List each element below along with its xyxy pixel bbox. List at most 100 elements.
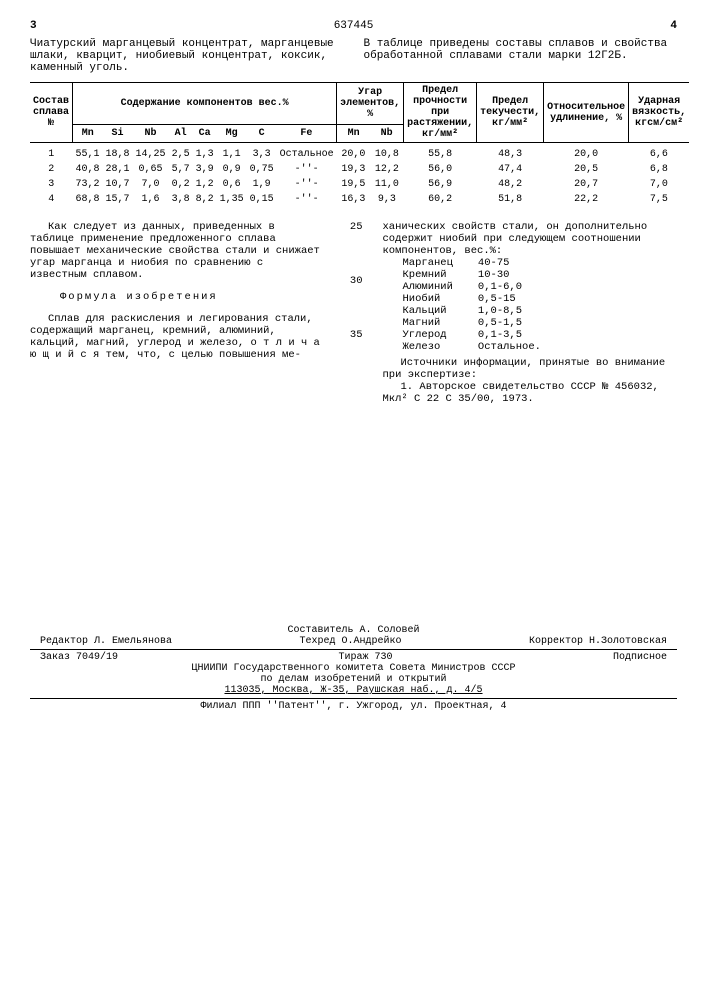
th-proch: Предел прочности при растяжении, кг/мм² bbox=[404, 83, 477, 143]
cell-mn: 68,8 bbox=[73, 192, 103, 207]
sub-nb: Nb bbox=[133, 125, 169, 143]
cell-unb: 11,0 bbox=[370, 177, 404, 192]
intro-right: В таблице приведены составы сплавов и св… bbox=[364, 38, 678, 74]
cell-fe: -''- bbox=[277, 162, 337, 177]
ingredient-val: 0,1-6,0 bbox=[478, 281, 541, 293]
cell-si: 18,8 bbox=[103, 143, 133, 163]
ingredient-name: Ниобий bbox=[403, 293, 453, 305]
right-column: ханических свойств стали, он дополнитель… bbox=[383, 221, 678, 405]
cell-c: 1,9 bbox=[247, 177, 277, 192]
filial: Филиал ППП ''Патент'', г. Ужгород, ул. П… bbox=[30, 701, 677, 712]
page-left: 3 bbox=[30, 20, 37, 32]
address: 113035, Москва, Ж-35, Раушская наб., д. … bbox=[30, 685, 677, 696]
cell-mg: 1,1 bbox=[217, 143, 247, 163]
th-content: Содержание компонентов вес.% bbox=[73, 83, 337, 125]
cell-nb: 14,25 bbox=[133, 143, 169, 163]
intro-columns: Чиатурский марганцевый концентрат, марга… bbox=[30, 38, 677, 74]
cell-al: 5,7 bbox=[169, 162, 193, 177]
org-2: по делам изобретений и открытий bbox=[30, 674, 677, 685]
cell-ca: 3,9 bbox=[193, 162, 217, 177]
cell-mn: 40,8 bbox=[73, 162, 103, 177]
page-right: 4 bbox=[670, 20, 677, 32]
cell-vz: 7,5 bbox=[629, 192, 690, 207]
para-3: ханических свойств стали, он дополнитель… bbox=[383, 221, 678, 257]
cell-al: 2,5 bbox=[169, 143, 193, 163]
table-row: 373,210,77,00,21,20,61,9-''-19,511,056,9… bbox=[30, 177, 689, 192]
table-row: 240,828,10,655,73,90,90,75-''-19,312,256… bbox=[30, 162, 689, 177]
cell-mn: 55,1 bbox=[73, 143, 103, 163]
corrector: Корректор Н.Золотовская bbox=[529, 636, 667, 647]
cell-fe: -''- bbox=[277, 177, 337, 192]
th-udlin: Относительное удлинение, % bbox=[544, 83, 629, 143]
cell-fe: Остальное bbox=[277, 143, 337, 163]
para-1: Как следует из данных, приведенных в таб… bbox=[30, 221, 325, 281]
th-ugar: Угар элементов, % bbox=[337, 83, 404, 125]
cell-nb: 7,0 bbox=[133, 177, 169, 192]
cell-ca: 1,2 bbox=[193, 177, 217, 192]
ingredient-val: 40-75 bbox=[478, 257, 541, 269]
cell-tk: 48,2 bbox=[477, 177, 544, 192]
cell-n: 2 bbox=[30, 162, 73, 177]
signed: Подписное bbox=[613, 652, 667, 663]
cell-unb: 9,3 bbox=[370, 192, 404, 207]
cell-umn: 16,3 bbox=[337, 192, 371, 207]
cell-ud: 20,7 bbox=[544, 177, 629, 192]
left-column: Как следует из данных, приведенных в таб… bbox=[30, 221, 325, 405]
ingredient-val: 0,5-15 bbox=[478, 293, 541, 305]
source-1: 1. Авторское свидетельство СССР № 456032… bbox=[383, 381, 678, 405]
body-text: Как следует из данных, приведенных в таб… bbox=[30, 221, 677, 405]
cell-unb: 12,2 bbox=[370, 162, 404, 177]
cell-n: 4 bbox=[30, 192, 73, 207]
sources-heading: Источники информации, принятые во вниман… bbox=[383, 357, 678, 381]
cell-c: 0,15 bbox=[247, 192, 277, 207]
ingredient-val: 0,5-1,5 bbox=[478, 317, 541, 329]
cell-unb: 10,8 bbox=[370, 143, 404, 163]
cell-pr: 56,9 bbox=[404, 177, 477, 192]
th-vyaz: Ударная вязкость, кгсм/см² bbox=[629, 83, 690, 143]
cell-si: 15,7 bbox=[103, 192, 133, 207]
th-tek: Предел текучести, кг/мм² bbox=[477, 83, 544, 143]
cell-si: 10,7 bbox=[103, 177, 133, 192]
sub-ca: Ca bbox=[193, 125, 217, 143]
table-row: 155,118,814,252,51,31,13,3Остальное20,01… bbox=[30, 143, 689, 163]
sub-unb: Nb bbox=[370, 125, 404, 143]
ingredient-val: Остальное. bbox=[478, 341, 541, 353]
cell-mg: 1,35 bbox=[217, 192, 247, 207]
cell-al: 0,2 bbox=[169, 177, 193, 192]
sub-mg: Mg bbox=[217, 125, 247, 143]
cell-n: 3 bbox=[30, 177, 73, 192]
formula-heading: Формула изобретения bbox=[60, 291, 325, 303]
ingredient-val: 10-30 bbox=[478, 269, 541, 281]
cell-ud: 20,5 bbox=[544, 162, 629, 177]
cell-vz: 7,0 bbox=[629, 177, 690, 192]
alloy-table: Состав сплава № Содержание компонентов в… bbox=[30, 82, 689, 207]
ingredient-name: Алюминий bbox=[403, 281, 453, 293]
cell-umn: 19,5 bbox=[337, 177, 371, 192]
cell-ud: 20,0 bbox=[544, 143, 629, 163]
patent-number: 637445 bbox=[37, 20, 671, 32]
cell-c: 0,75 bbox=[247, 162, 277, 177]
cell-pr: 56,0 bbox=[404, 162, 477, 177]
org-1: ЦНИИПИ Государственного комитета Совета … bbox=[30, 663, 677, 674]
cell-ca: 8,2 bbox=[193, 192, 217, 207]
sub-fe: Fe bbox=[277, 125, 337, 143]
cell-pr: 60,2 bbox=[404, 192, 477, 207]
tech-editor: Техред О.Андрейко bbox=[299, 636, 401, 647]
cell-nb: 1,6 bbox=[133, 192, 169, 207]
ingredient-name: Магний bbox=[403, 317, 453, 329]
ingredient-name: Углерод bbox=[403, 329, 453, 341]
cell-pr: 55,8 bbox=[404, 143, 477, 163]
cell-si: 28,1 bbox=[103, 162, 133, 177]
cell-mn: 73,2 bbox=[73, 177, 103, 192]
compiler: Составитель А. Соловей bbox=[30, 625, 677, 636]
ingredient-name: Марганец bbox=[403, 257, 453, 269]
sub-mn: Mn bbox=[73, 125, 103, 143]
ingredient-list: МарганецКремнийАлюминийНиобийКальцийМагн… bbox=[403, 257, 678, 353]
ingredient-name: Железо bbox=[403, 341, 453, 353]
ingredient-val: 1,0-8,5 bbox=[478, 305, 541, 317]
ingredient-name: Кальций bbox=[403, 305, 453, 317]
cell-vz: 6,8 bbox=[629, 162, 690, 177]
cell-vz: 6,6 bbox=[629, 143, 690, 163]
sub-si: Si bbox=[103, 125, 133, 143]
cell-nb: 0,65 bbox=[133, 162, 169, 177]
